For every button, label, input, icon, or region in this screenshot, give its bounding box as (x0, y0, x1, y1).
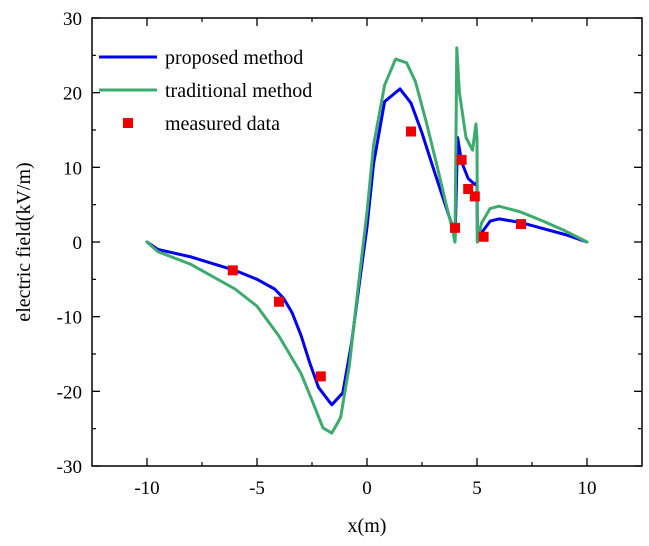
y-tick-label: -30 (57, 457, 82, 478)
series-line-proposed-method (145, 87, 589, 407)
x-tick-label: -5 (249, 478, 265, 499)
data-point-measured-data (478, 231, 489, 242)
data-point-measured-data (274, 296, 284, 307)
y-tick-label: 10 (63, 158, 82, 179)
x-tick-label: 0 (362, 478, 372, 499)
data-point-measured-data (456, 154, 467, 165)
data-point-measured-data (406, 126, 416, 137)
legend-label-traditional-method: traditional method (165, 80, 312, 102)
y-tick-label: -10 (57, 308, 82, 329)
legend: proposed method traditional method measure… (99, 47, 312, 135)
y-tick-label: 30 (63, 9, 82, 30)
series-line-traditional-method (145, 46, 589, 435)
y-axis-title: electric field(kV/m) (13, 162, 35, 321)
legend-label-measured-data: measured data (165, 113, 280, 135)
x-tick-label: 10 (578, 478, 597, 499)
y-tick-label: 20 (63, 84, 82, 105)
data-point-measured-data (463, 183, 474, 194)
y-tick-label: 0 (73, 233, 83, 254)
x-tick-label: 5 (472, 478, 482, 499)
data-point-measured-data (469, 191, 480, 202)
x-tick-label: -10 (134, 478, 159, 499)
axes: -10 -5 0 5 10 -30 -20 -10 0 10 20 30 (57, 9, 643, 499)
legend-label-proposed-method: proposed method (165, 47, 303, 69)
data-point-measured-data (516, 219, 526, 230)
data-point-measured-data (450, 222, 460, 233)
series-layer (145, 46, 589, 435)
data-point-measured-data (227, 265, 238, 276)
x-axis-title: x(m) (348, 515, 387, 537)
legend-swatch-measured-data (123, 118, 133, 128)
data-point-measured-data (315, 371, 326, 382)
y-tick-label: -20 (57, 382, 82, 403)
